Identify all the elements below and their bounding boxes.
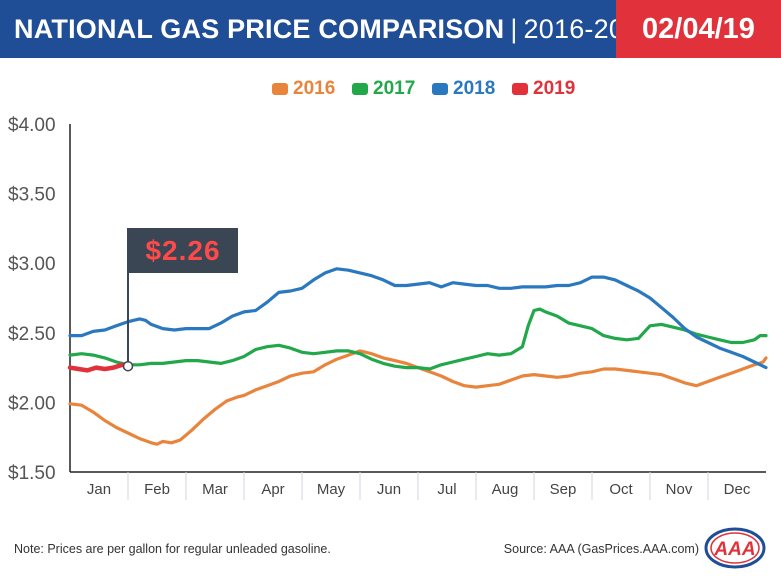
y-tick-label: $4.00 (8, 115, 56, 136)
callout-marker (122, 360, 134, 372)
y-tick-label: $3.00 (8, 254, 56, 275)
x-tick-label: Aug (492, 481, 519, 498)
series-line-2018 (68, 267, 768, 370)
series-line-2017 (68, 307, 768, 371)
page-title: NATIONAL GAS PRICE COMPARISON | 2016-2019 (14, 0, 654, 58)
title-main: NATIONAL GAS PRICE COMPARISON (14, 14, 505, 44)
header-bar: NATIONAL GAS PRICE COMPARISON | 2016-2019 … (0, 0, 781, 58)
legend-swatch-2016 (272, 83, 288, 95)
x-tick-label: May (317, 481, 346, 498)
x-tick-label: Jun (377, 481, 401, 498)
callout-flag (128, 228, 238, 273)
legend-item-2016: 2016 (272, 78, 335, 99)
y-tick-label: $3.50 (8, 185, 56, 206)
legend-label-2016: 2016 (293, 78, 335, 99)
x-tick-label: Nov (666, 481, 693, 498)
series-line-2019 (67, 362, 131, 373)
y-tick-label: $1.50 (8, 463, 56, 484)
x-tick-label: Feb (144, 481, 170, 498)
x-tick-label: Apr (261, 481, 284, 498)
legend: 2016 2017 2018 2019 (272, 78, 575, 99)
x-tick-label: Oct (609, 481, 633, 498)
callout-value-label: $2.26 (145, 235, 220, 266)
x-tick-label: Jul (437, 481, 456, 498)
legend-label-2017: 2017 (373, 78, 415, 99)
source-credit: Source: AAA (GasPrices.AAA.com) (503, 542, 699, 556)
chart-area: 2016 2017 2018 2019 $1.50 $2.00 $2.50 $3.00 $3.5… (0, 58, 781, 520)
x-tick-label: Sep (550, 481, 577, 498)
legend-swatch-2017 (352, 83, 368, 95)
y-tick-label: $2.00 (8, 393, 56, 414)
legend-swatch-2018 (432, 83, 448, 95)
legend-label-2018: 2018 (453, 78, 495, 99)
legend-label-2019: 2019 (533, 78, 575, 99)
legend-item-2017: 2017 (352, 78, 415, 99)
legend-item-2019: 2019 (512, 78, 575, 99)
y-tick-label: $2.50 (8, 324, 56, 345)
x-tick-label: Jan (87, 481, 111, 498)
aaa-logo-text: AAA (713, 539, 755, 560)
aaa-logo-icon: AAA (704, 527, 766, 569)
x-tick-label: Dec (724, 481, 751, 498)
footnote: Note: Prices are per gallon for regular … (14, 542, 331, 556)
series-line-2016 (68, 349, 768, 446)
x-tick-label: Mar (202, 481, 228, 498)
footer: Note: Prices are per gallon for regular … (0, 520, 781, 576)
date-badge: 02/04/19 (616, 0, 781, 58)
legend-item-2018: 2018 (432, 78, 495, 99)
title-separator: | (510, 14, 518, 44)
gas-price-chart: 2016 2017 2018 2019 $1.50 $2.00 $2.50 $3.00 $3.5… (8, 78, 768, 500)
legend-swatch-2019 (512, 83, 528, 95)
